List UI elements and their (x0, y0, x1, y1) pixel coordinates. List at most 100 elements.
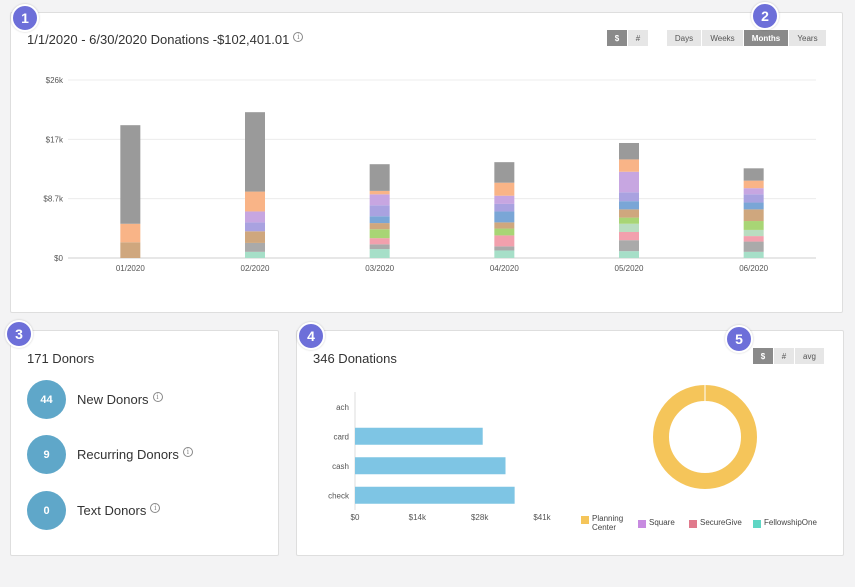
bar-segment (743, 236, 764, 242)
period-weeks-button[interactable]: Weeks (702, 30, 744, 46)
bar-segment (120, 223, 141, 243)
legend-planning-center[interactable]: Planning Center (581, 514, 632, 532)
bar-segment (494, 182, 515, 196)
bar-segment (494, 222, 515, 229)
info-icon[interactable]: i (293, 32, 304, 42)
new-donors-label-text: New Donors (77, 392, 149, 407)
annotation-badge-3: 3 (5, 320, 33, 348)
donut-slice (653, 385, 757, 489)
bar-segment (619, 251, 639, 258)
period-days-button[interactable]: Days (667, 30, 702, 46)
legend-square[interactable]: Square (638, 518, 675, 528)
donations-summary-title: 1/1/2020 - 6/30/2020 Donations -$102,401… (27, 32, 304, 47)
legend-swatch (638, 520, 646, 528)
bar-segment (369, 164, 390, 191)
dollar-mode-button[interactable]: $ (607, 30, 628, 46)
x-tick-label: $0 (351, 513, 360, 522)
source-donut-chart (653, 385, 757, 489)
bar-segment (743, 251, 764, 258)
bar-segment (619, 231, 639, 241)
category-label: card (333, 432, 349, 441)
new-donors-row[interactable]: 44 New Donors i (27, 380, 163, 419)
legend-label: SecureGive (700, 518, 742, 527)
bar-segment (619, 209, 639, 218)
bar-segment (619, 223, 639, 232)
y-tick-label: $0 (54, 254, 63, 263)
bar-segment (245, 112, 265, 192)
bar-segment (619, 171, 639, 193)
bar-segment (743, 221, 764, 230)
bar-segment (494, 228, 515, 236)
legend-swatch (753, 520, 761, 528)
category-label: cash (332, 462, 349, 471)
x-tick-label: 01/2020 (116, 264, 145, 273)
bar-segment (494, 235, 515, 247)
bar-segment (245, 231, 265, 243)
x-tick-label: 02/2020 (241, 264, 270, 273)
recurring-donors-row[interactable]: 9 Recurring Donors i (27, 435, 193, 474)
donations-mode-toggle: $ # avg (753, 348, 825, 364)
payment-bar (355, 486, 515, 504)
category-label: ach (336, 403, 349, 412)
bar-segment (369, 205, 390, 217)
value-mode-toggle: $ # (607, 30, 649, 46)
bar-segment (743, 168, 764, 181)
new-donors-label: New Donors i (77, 392, 163, 407)
x-tick-label: $28k (471, 513, 489, 522)
donors-card: 171 Donors 44 New Donors i 9 Recurring Do… (10, 330, 279, 556)
bar-segment (120, 125, 141, 224)
legend-fellowshipone[interactable]: FellowshipOne (753, 518, 817, 528)
bar-segment (743, 241, 764, 252)
recurring-donors-count: 9 (27, 435, 66, 474)
annotation-badge-1: 1 (11, 4, 39, 32)
bar-segment (494, 250, 515, 258)
legend-label: FellowshipOne (764, 518, 817, 527)
donations-card: 346 Donations $ # avg ach card cash check $0… (296, 330, 844, 556)
bar-segment (245, 242, 265, 252)
bar-segment (619, 192, 639, 202)
category-label: check (328, 491, 350, 500)
recurring-donors-label-text: Recurring Donors (77, 447, 179, 462)
bar-segment (743, 194, 764, 203)
bar-segment (494, 195, 515, 204)
info-icon[interactable]: i (150, 503, 161, 513)
info-icon[interactable]: i (152, 392, 163, 402)
bar-segment (619, 217, 639, 224)
donations-avg-button[interactable]: avg (795, 348, 825, 364)
bar-segment (369, 223, 390, 230)
x-tick-label: 06/2020 (739, 264, 768, 273)
donations-over-time-card: 1/1/2020 - 6/30/2020 Donations -$102,401… (10, 12, 843, 313)
period-years-button[interactable]: Years (789, 30, 827, 46)
count-mode-button[interactable]: # (628, 30, 649, 46)
legend-securegive[interactable]: SecureGive (689, 518, 742, 528)
new-donors-count: 44 (27, 380, 66, 419)
y-tick-label: $26k (46, 76, 64, 85)
donations-dollar-button[interactable]: $ (753, 348, 774, 364)
text-donors-row[interactable]: 0 Text Donors i (27, 491, 161, 530)
bar-segment (369, 249, 390, 258)
bar-segment (619, 142, 639, 160)
bar-segment (619, 240, 639, 252)
bar-segment (743, 202, 764, 210)
bar-segment (245, 211, 265, 223)
bar-segment (245, 191, 265, 212)
x-tick-label: 03/2020 (365, 264, 394, 273)
annotation-badge-2: 2 (751, 2, 779, 30)
donations-count-button[interactable]: # (774, 348, 795, 364)
bar-segment (245, 251, 265, 258)
period-months-button[interactable]: Months (744, 30, 789, 46)
bar-segment (245, 222, 265, 232)
donations-summary-title-text: 1/1/2020 - 6/30/2020 Donations -$102,401… (27, 32, 290, 47)
bar-segment (369, 216, 390, 224)
info-icon[interactable]: i (182, 447, 193, 457)
bar-segment (619, 159, 639, 172)
x-tick-label: $14k (409, 513, 427, 522)
x-tick-label: $41k (533, 513, 551, 522)
bar-segment (743, 209, 764, 222)
bar-segment (494, 246, 515, 251)
bar-segment (369, 194, 390, 206)
text-donors-label: Text Donors i (77, 503, 161, 518)
bar-segment (494, 211, 515, 223)
payment-bar (355, 427, 483, 445)
text-donors-count: 0 (27, 491, 66, 530)
